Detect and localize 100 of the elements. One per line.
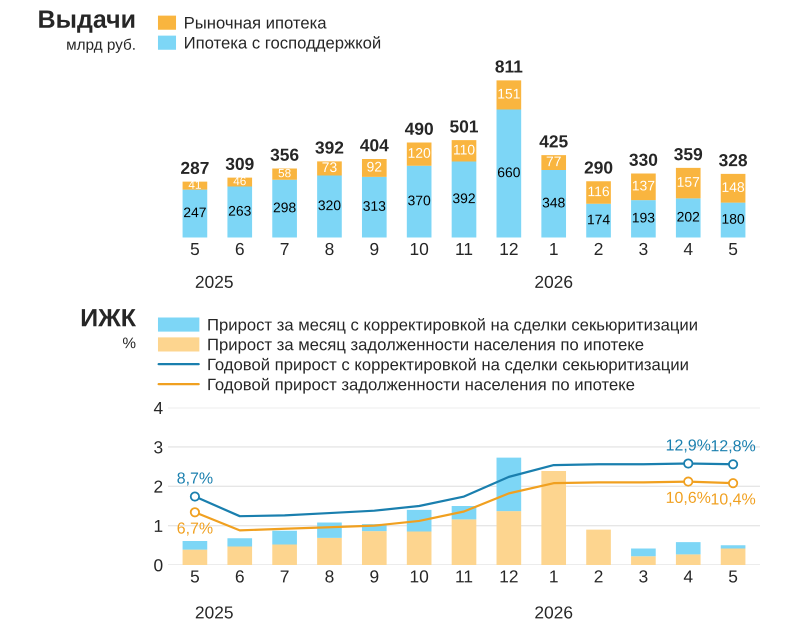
- legend-label: Прирост за месяц задолженности населения по ипотеке: [208, 338, 644, 354]
- data-label: 157: [678, 177, 700, 187]
- total-label: 309: [226, 158, 254, 170]
- total-label: 287: [181, 162, 209, 174]
- data-label: 10,4%: [712, 493, 756, 507]
- x-tick-label: 2: [594, 242, 602, 255]
- bar: [541, 470, 566, 565]
- total-label: 404: [360, 139, 389, 152]
- bar: [631, 200, 656, 238]
- bar: [362, 176, 387, 238]
- bar: [541, 155, 566, 170]
- text: 2026: [535, 606, 572, 619]
- bar: [676, 542, 701, 554]
- bar: [406, 166, 432, 238]
- bar: [272, 180, 297, 238]
- bar: [272, 530, 297, 545]
- bar: [720, 545, 746, 548]
- bar: [676, 198, 701, 238]
- bar: [631, 556, 656, 565]
- bar: [676, 554, 701, 565]
- x-tick-label: 3: [639, 242, 648, 256]
- x-tick-label: 7: [280, 570, 289, 582]
- bar: [631, 174, 656, 200]
- data-label: 193: [632, 212, 654, 223]
- legend-label: Годовой прирост с корректировкой на сделки секьюритизации: [208, 358, 688, 374]
- point: [683, 476, 694, 487]
- data-label: 137: [632, 180, 654, 191]
- data-label: 392: [452, 193, 475, 204]
- x-tick-label: 8: [325, 570, 334, 583]
- total-label: 290: [584, 161, 612, 174]
- bar: [227, 186, 252, 238]
- x-tick-label: 2: [594, 570, 602, 582]
- x-tick-label: 9: [370, 570, 378, 583]
- x-tick-label: 5: [190, 243, 200, 256]
- bar: [317, 538, 342, 565]
- x-tick-label: 5: [728, 243, 738, 256]
- bar: [272, 544, 297, 565]
- total-label: 356: [270, 148, 298, 161]
- x-tick-label: 7: [280, 243, 289, 255]
- bar: [720, 202, 746, 238]
- x-tick-label: 6: [236, 242, 244, 256]
- x-tick-label: 6: [236, 570, 244, 583]
- x-tick-label: 1: [550, 570, 558, 582]
- bar: [182, 550, 208, 565]
- data-label: 348: [542, 198, 565, 208]
- point: [190, 507, 200, 518]
- data-label: 148: [722, 182, 744, 192]
- y-tick-label: 3: [154, 441, 162, 454]
- bar: [541, 170, 566, 238]
- data-label: 8,7%: [177, 472, 213, 486]
- point: [683, 458, 694, 469]
- x-tick-label: 8: [325, 242, 334, 256]
- total-label: 330: [629, 154, 658, 166]
- total-label: 811: [495, 60, 522, 73]
- bar: [227, 538, 252, 546]
- data-label: 120: [408, 148, 430, 158]
- total-label: 425: [539, 135, 568, 148]
- data-label: 202: [677, 212, 700, 222]
- data-label: 660: [498, 167, 520, 178]
- text: 2026: [535, 276, 572, 288]
- legend-label: Рыночная ипотека: [185, 16, 327, 29]
- bar: [182, 540, 208, 550]
- data-label: 247: [184, 207, 206, 218]
- legend-label: Ипотека с господдержкой: [185, 36, 380, 52]
- bar: [406, 532, 432, 565]
- chart-subtitle: млрд руб.: [67, 38, 135, 53]
- bar: [586, 181, 611, 204]
- total-label: 359: [674, 148, 702, 160]
- bar: [227, 546, 252, 565]
- x-tick-label: 4: [684, 243, 693, 255]
- chart-title: Выдачи: [39, 10, 134, 33]
- bar: [496, 511, 522, 565]
- data-label: 370: [408, 196, 430, 206]
- bar: [631, 548, 656, 556]
- y-tick-label: 2: [154, 480, 162, 493]
- text: 2025: [196, 606, 233, 619]
- x-tick-label: 4: [684, 570, 693, 582]
- data-label: 10,6%: [666, 492, 710, 505]
- chart-title: ИЖК: [82, 309, 136, 326]
- x-tick-label: 5: [728, 570, 738, 583]
- y-tick-label: 4: [154, 402, 163, 414]
- data-label: 174: [588, 214, 610, 224]
- data-label: 110: [454, 144, 475, 155]
- data-label: 12,8%: [712, 440, 756, 454]
- data-label: 6,7%: [178, 522, 213, 536]
- y-tick-label: 1: [154, 520, 162, 532]
- bar: [496, 110, 522, 238]
- x-tick-label: 12: [500, 242, 518, 255]
- bar: [317, 175, 342, 238]
- x-tick-label: 9: [370, 242, 378, 256]
- x-tick-label: 11: [456, 570, 472, 582]
- bar: [452, 519, 476, 565]
- data-label: 263: [228, 206, 251, 216]
- total-label: 328: [719, 154, 748, 166]
- bar: [496, 458, 522, 512]
- data-label: 313: [363, 201, 386, 211]
- y-tick-label: 0: [154, 559, 162, 572]
- x-tick-label: 10: [410, 242, 428, 256]
- data-label: 58: [278, 168, 291, 178]
- bar: [586, 204, 611, 238]
